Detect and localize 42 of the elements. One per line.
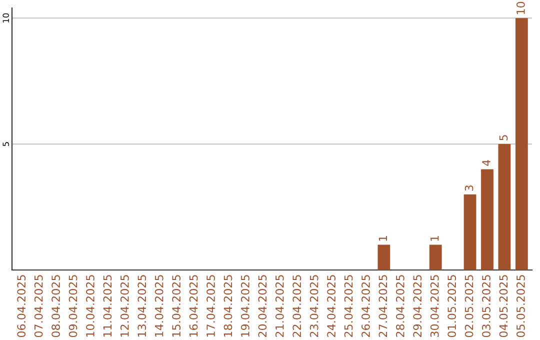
data-label: 4 (482, 160, 490, 166)
x-tick-label: 14.04.2025 (154, 275, 164, 337)
x-tick-label: 10.04.2025 (86, 275, 94, 337)
x-tick-label: 01.05.2025 (448, 275, 456, 338)
x-tick-label: 19.04.2025 (240, 275, 250, 337)
x-tick-label: 25.04.2025 (344, 275, 353, 337)
bar (464, 194, 476, 270)
x-tick-label: 04.05.2025 (499, 275, 508, 338)
x-tick-label: 17.04.2025 (206, 275, 215, 337)
x-tick-label: 20.04.2025 (258, 275, 267, 337)
x-tick-label: 18.04.2025 (224, 275, 232, 337)
x-tick-label: 27.04.2025 (378, 275, 388, 337)
x-tick-label: 13.04.2025 (138, 275, 146, 337)
data-label: 3 (464, 185, 474, 191)
data-label: 1 (378, 236, 387, 241)
data-label: 5 (499, 135, 508, 140)
x-tick-label: 03.05.2025 (482, 275, 490, 338)
bar (429, 244, 442, 270)
x-tick-label: 23.04.2025 (310, 275, 318, 337)
x-tick-label: 15.04.2025 (172, 275, 181, 337)
bar (498, 144, 511, 270)
x-tick-label: 06.04.2025 (17, 275, 26, 338)
x-tick-label: 12.04.2025 (120, 275, 129, 337)
data-label: 1 (430, 236, 439, 241)
x-tick-label: 21.04.2025 (275, 275, 284, 337)
x-tick-label: 24.04.2025 (327, 275, 336, 337)
x-tick-label: 22.04.2025 (292, 275, 302, 337)
bar (481, 169, 494, 270)
x-tick-label: 11.04.2025 (103, 275, 112, 337)
bar (515, 18, 528, 270)
x-tick-label: 16.04.2025 (189, 275, 198, 337)
x-tick-label: 08.04.2025 (52, 275, 60, 338)
x-tick-label: 09.04.2025 (68, 275, 78, 338)
x-tick-label: 29.04.2025 (413, 275, 422, 337)
x-tick-label: 30.04.2025 (430, 275, 439, 337)
x-tick-label: 28.04.2025 (396, 275, 404, 337)
data-label: 10 (516, 2, 525, 14)
x-tick-label: 02.05.2025 (464, 275, 474, 338)
x-tick-label: 07.04.2025 (34, 275, 43, 338)
x-tick-label: 05.05.2025 (516, 275, 525, 338)
bar (378, 244, 390, 270)
x-tick-label: 26.04.2025 (362, 275, 370, 337)
